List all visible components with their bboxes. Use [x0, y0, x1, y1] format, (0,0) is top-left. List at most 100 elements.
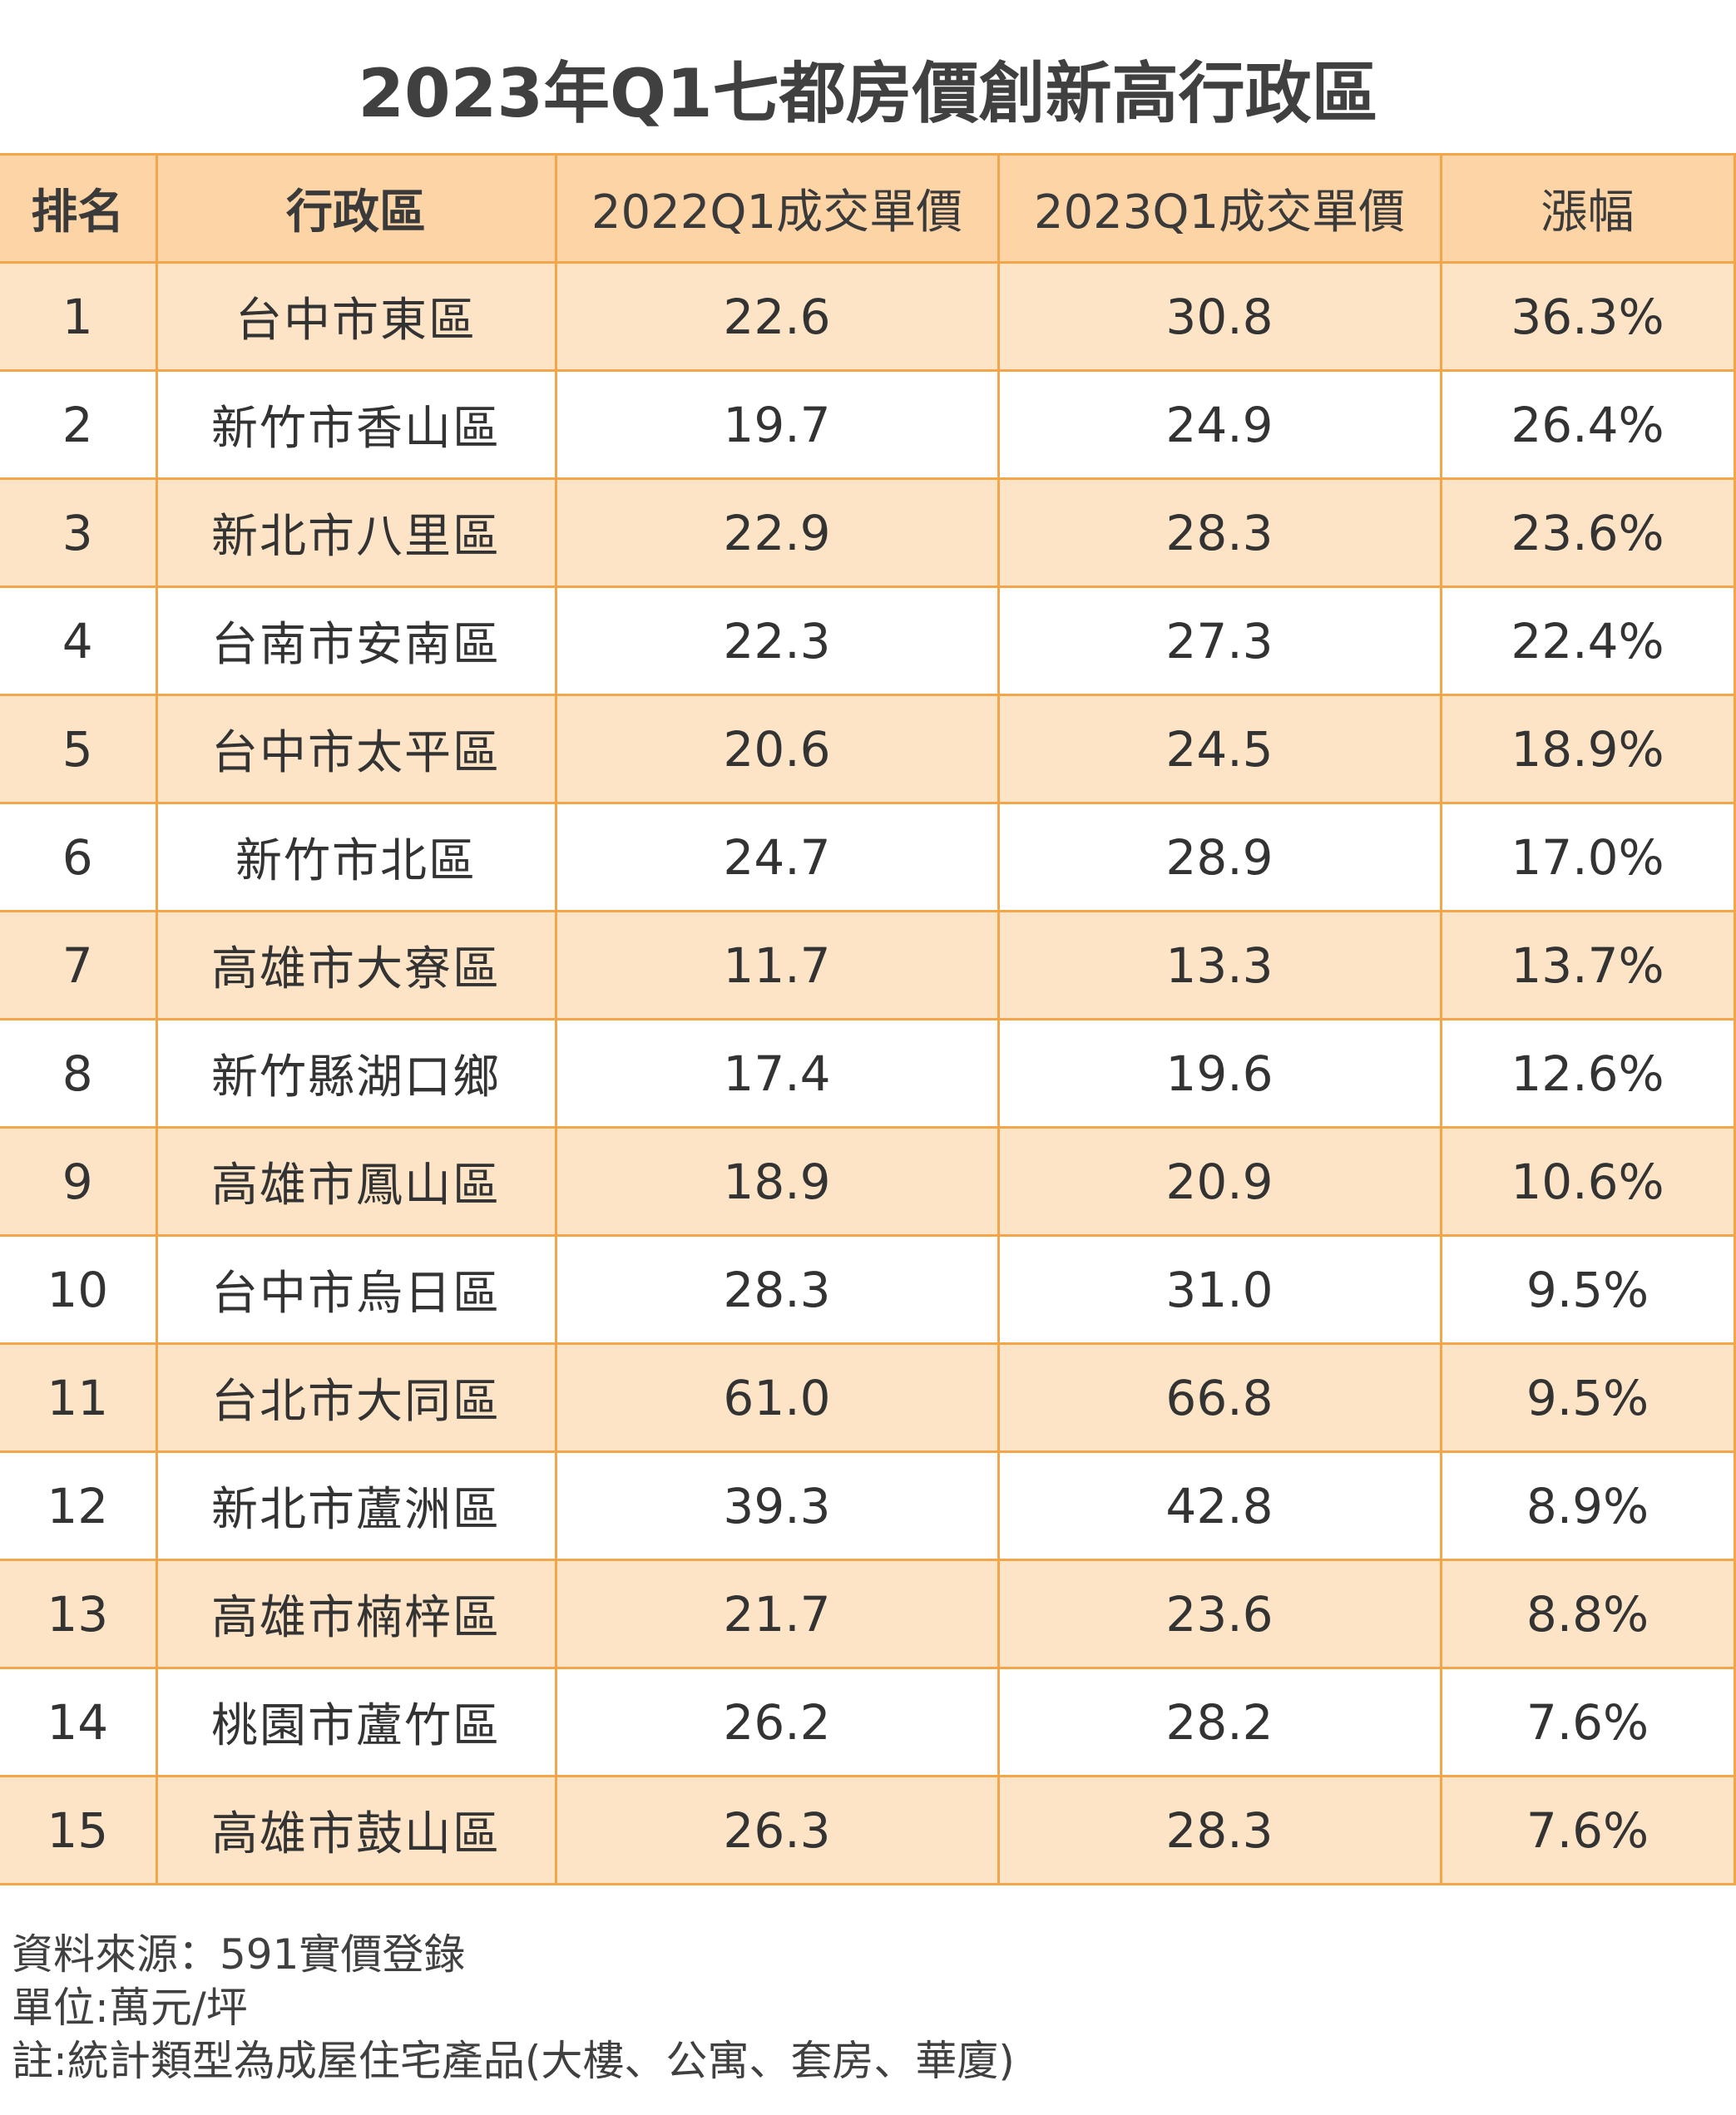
table-row: 3 新北市八里區 22.9 28.3 23.6%	[0, 477, 1736, 588]
price-2023-cell: 27.3	[997, 586, 1442, 696]
price-2022-cell: 11.7	[554, 910, 1000, 1020]
price-2023-cell: 28.2	[997, 1667, 1442, 1777]
rank-cell: 1	[0, 261, 158, 372]
district-cell: 高雄市鼓山區	[155, 1775, 557, 1885]
table-row: 15 高雄市鼓山區 26.3 28.3 7.6%	[0, 1775, 1736, 1885]
rank-cell: 7	[0, 910, 158, 1020]
rank-cell: 15	[0, 1775, 158, 1885]
ranking-table: 排名 行政區 2022Q1成交單價 2023Q1成交單價 漲幅 1 台中市東區 22…	[0, 153, 1736, 1885]
growth-cell: 10.6%	[1439, 1126, 1736, 1237]
price-2022-cell: 18.9	[554, 1126, 1000, 1237]
district-cell: 台南市安南區	[155, 586, 557, 696]
header-rank: 排名	[0, 153, 158, 264]
rank-cell: 13	[0, 1559, 158, 1669]
district-cell: 台北市大同區	[155, 1342, 557, 1453]
header-district: 行政區	[155, 153, 557, 264]
growth-cell: 12.6%	[1439, 1018, 1736, 1129]
district-cell: 高雄市鳳山區	[155, 1126, 557, 1237]
price-2022-cell: 28.3	[554, 1234, 1000, 1345]
district-cell: 台中市太平區	[155, 694, 557, 804]
growth-cell: 18.9%	[1439, 694, 1736, 804]
growth-cell: 26.4%	[1439, 369, 1736, 480]
growth-cell: 7.6%	[1439, 1667, 1736, 1777]
price-2022-cell: 19.7	[554, 369, 1000, 480]
rank-cell: 6	[0, 802, 158, 912]
price-2022-cell: 17.4	[554, 1018, 1000, 1129]
table-row: 10 台中市烏日區 28.3 31.0 9.5%	[0, 1234, 1736, 1345]
rank-cell: 12	[0, 1450, 158, 1561]
price-2022-cell: 21.7	[554, 1559, 1000, 1669]
district-cell: 新北市蘆洲區	[155, 1450, 557, 1561]
growth-cell: 8.8%	[1439, 1559, 1736, 1669]
header-growth: 漲幅	[1439, 153, 1736, 264]
district-cell: 桃園市蘆竹區	[155, 1667, 557, 1777]
chart-title: 2023年Q1七都房價創新高行政區	[358, 55, 1378, 132]
price-2023-cell: 42.8	[997, 1450, 1442, 1561]
price-2023-cell: 30.8	[997, 261, 1442, 372]
rank-cell: 2	[0, 369, 158, 480]
remark-note: 註:統計類型為成屋住宅產品(大樓、公寓、套房、華廈)	[12, 2037, 1015, 2085]
price-2023-cell: 28.3	[997, 1775, 1442, 1885]
price-2023-cell: 31.0	[997, 1234, 1442, 1345]
table-row: 7 高雄市大寮區 11.7 13.3 13.7%	[0, 910, 1736, 1020]
table-row: 6 新竹市北區 24.7 28.9 17.0%	[0, 802, 1736, 912]
price-2023-cell: 24.5	[997, 694, 1442, 804]
district-cell: 台中市東區	[155, 261, 557, 372]
price-2023-cell: 28.9	[997, 802, 1442, 912]
district-cell: 新竹縣湖口鄉	[155, 1018, 557, 1129]
table-body: 1 台中市東區 22.6 30.8 36.3% 2 新竹市香山區 19.7 24.9 26.4% 3…	[0, 261, 1736, 1885]
price-2022-cell: 26.3	[554, 1775, 1000, 1885]
rank-cell: 11	[0, 1342, 158, 1453]
price-2023-cell: 20.9	[997, 1126, 1442, 1237]
growth-cell: 22.4%	[1439, 586, 1736, 696]
growth-cell: 7.6%	[1439, 1775, 1736, 1885]
table-row: 12 新北市蘆洲區 39.3 42.8 8.9%	[0, 1450, 1736, 1561]
growth-cell: 36.3%	[1439, 261, 1736, 372]
district-cell: 台中市烏日區	[155, 1234, 557, 1345]
rank-cell: 8	[0, 1018, 158, 1129]
rank-cell: 5	[0, 694, 158, 804]
header-price-2023: 2023Q1成交單價	[997, 153, 1442, 264]
rank-cell: 9	[0, 1126, 158, 1237]
rank-cell: 3	[0, 477, 158, 588]
price-2022-cell: 24.7	[554, 802, 1000, 912]
table-row: 4 台南市安南區 22.3 27.3 22.4%	[0, 586, 1736, 696]
price-2023-cell: 24.9	[997, 369, 1442, 480]
price-2022-cell: 22.9	[554, 477, 1000, 588]
district-cell: 新北市八里區	[155, 477, 557, 588]
price-2022-cell: 61.0	[554, 1342, 1000, 1453]
district-cell: 新竹市香山區	[155, 369, 557, 480]
table-row: 11 台北市大同區 61.0 66.8 9.5%	[0, 1342, 1736, 1453]
price-2023-cell: 13.3	[997, 910, 1442, 1020]
price-2023-cell: 66.8	[997, 1342, 1442, 1453]
footnotes: 資料來源：591實價登錄 單位:萬元/坪 註:統計類型為成屋住宅產品(大樓、公寓…	[12, 1928, 1015, 2088]
unit-note: 單位:萬元/坪	[12, 1984, 248, 2032]
district-cell: 新竹市北區	[155, 802, 557, 912]
price-2022-cell: 22.3	[554, 586, 1000, 696]
growth-cell: 8.9%	[1439, 1450, 1736, 1561]
table-header-row: 排名 行政區 2022Q1成交單價 2023Q1成交單價 漲幅	[0, 153, 1736, 264]
table-row: 9 高雄市鳳山區 18.9 20.9 10.6%	[0, 1126, 1736, 1237]
growth-cell: 17.0%	[1439, 802, 1736, 912]
growth-cell: 23.6%	[1439, 477, 1736, 588]
rank-cell: 14	[0, 1667, 158, 1777]
price-2022-cell: 26.2	[554, 1667, 1000, 1777]
table-row: 8 新竹縣湖口鄉 17.4 19.6 12.6%	[0, 1018, 1736, 1129]
source-note: 資料來源：591實價登錄	[12, 1930, 466, 1979]
header-price-2022: 2022Q1成交單價	[554, 153, 1000, 264]
price-2022-cell: 22.6	[554, 261, 1000, 372]
price-2023-cell: 23.6	[997, 1559, 1442, 1669]
growth-cell: 13.7%	[1439, 910, 1736, 1020]
table-row: 5 台中市太平區 20.6 24.5 18.9%	[0, 694, 1736, 804]
table-row: 2 新竹市香山區 19.7 24.9 26.4%	[0, 369, 1736, 480]
price-2023-cell: 19.6	[997, 1018, 1442, 1129]
rank-cell: 4	[0, 586, 158, 696]
rank-cell: 10	[0, 1234, 158, 1345]
growth-cell: 9.5%	[1439, 1342, 1736, 1453]
table-row: 13 高雄市楠梓區 21.7 23.6 8.8%	[0, 1559, 1736, 1669]
district-cell: 高雄市大寮區	[155, 910, 557, 1020]
district-cell: 高雄市楠梓區	[155, 1559, 557, 1669]
price-2022-cell: 39.3	[554, 1450, 1000, 1561]
table-row: 1 台中市東區 22.6 30.8 36.3%	[0, 261, 1736, 372]
price-2022-cell: 20.6	[554, 694, 1000, 804]
